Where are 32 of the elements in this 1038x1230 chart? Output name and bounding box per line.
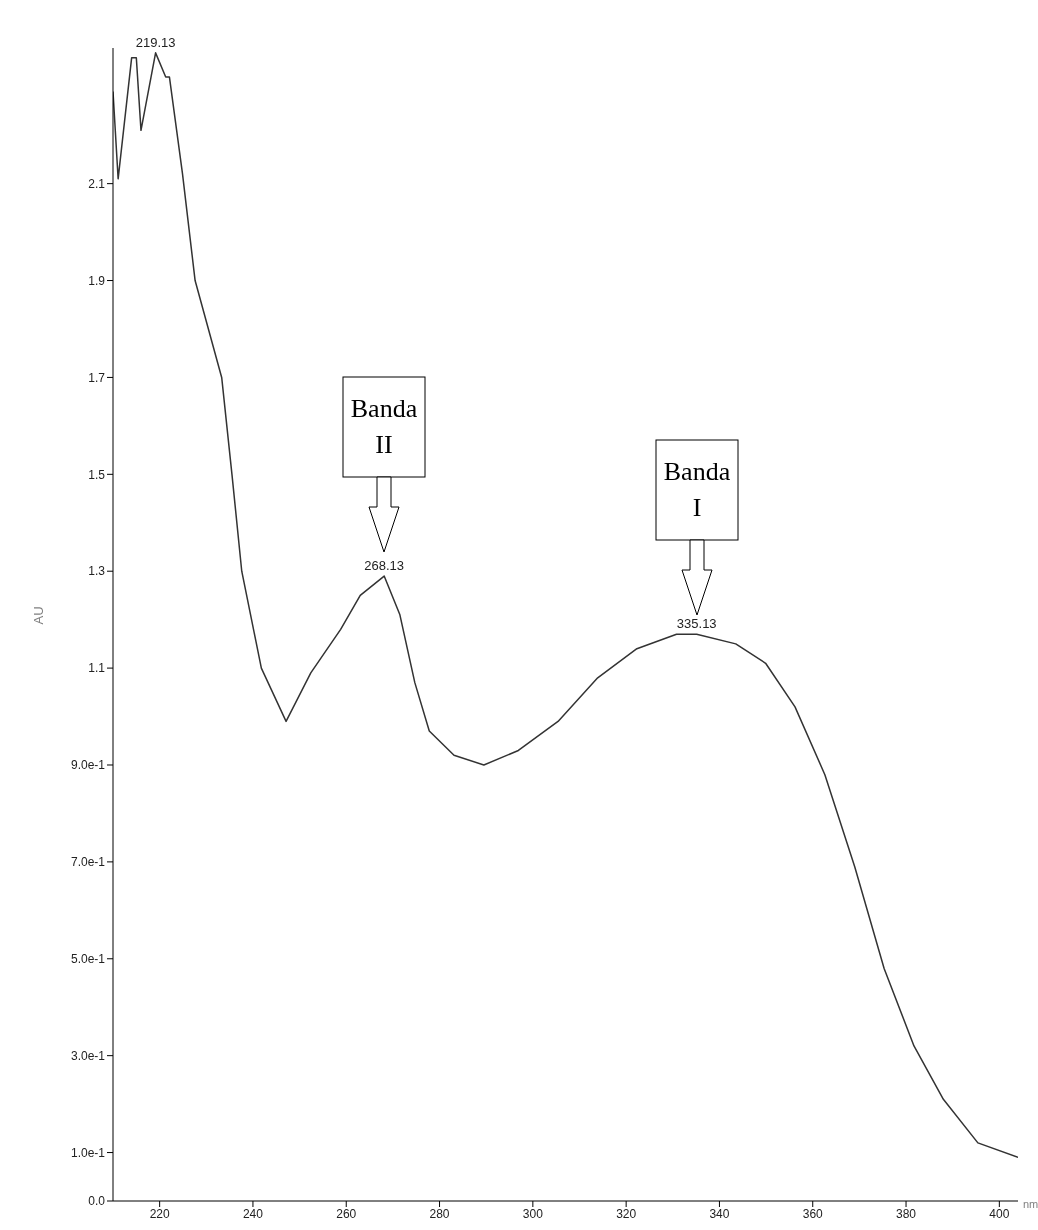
annotation: 219.13: [135, 34, 176, 50]
y-tick-label: 1.9: [88, 273, 106, 288]
y-tick-label: 1.5: [88, 467, 106, 482]
text-box: Banda II: [342, 376, 426, 478]
y-tick-label: 9.0e-1: [70, 758, 106, 773]
y-tick-label: 1.3: [88, 564, 106, 579]
x-tick-label: 400: [989, 1206, 1010, 1221]
x-tick-label: 300: [522, 1206, 544, 1221]
text-box: Banda I: [655, 439, 739, 541]
x-axis-title: nm: [1023, 1197, 1038, 1210]
y-tick-label: 3.0e-1: [70, 1048, 106, 1063]
x-tick-label: 220: [149, 1206, 170, 1221]
x-tick-label: 280: [429, 1206, 450, 1221]
y-tick-label: 1.7: [88, 370, 106, 385]
y-tick-label: 1.1: [88, 661, 106, 676]
x-tick-label: 360: [802, 1206, 824, 1221]
x-tick-label: 380: [896, 1206, 917, 1221]
x-tick-label: 240: [242, 1206, 264, 1221]
x-tick-label: 260: [336, 1206, 357, 1221]
annotation: 268.13: [364, 558, 405, 574]
y-tick-label: 0.0: [88, 1194, 106, 1209]
y-axis-title: AU: [30, 606, 46, 625]
annotation: Banda II: [350, 394, 418, 459]
y-tick-label: 5.0e-1: [70, 952, 106, 967]
y-tick-label: 2.1: [88, 176, 106, 191]
annotation: 335.13: [676, 616, 717, 632]
x-tick-label: 340: [709, 1206, 730, 1221]
y-tick-label: 7.0e-1: [70, 855, 106, 870]
annotation: Banda I: [663, 457, 731, 522]
y-tick-label: 1.0e-1: [70, 1145, 106, 1160]
x-tick-label: 320: [616, 1206, 637, 1221]
line-series: [113, 52, 1018, 1159]
